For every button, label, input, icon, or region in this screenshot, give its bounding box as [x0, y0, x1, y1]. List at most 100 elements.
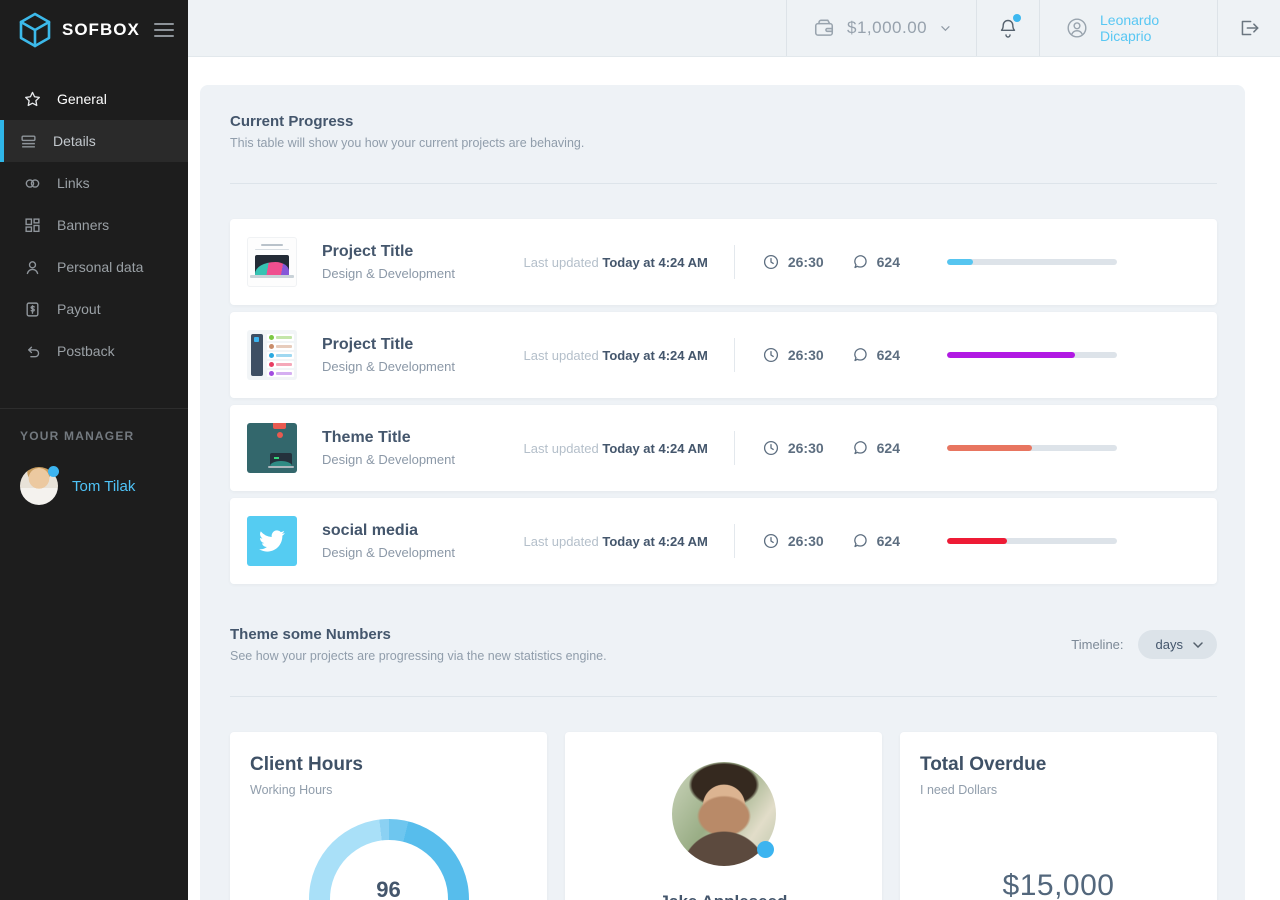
project-thumbnail — [247, 516, 297, 566]
clock-icon — [763, 440, 778, 456]
return-arrow-icon — [24, 342, 42, 360]
sidebar-item-postback[interactable]: Postback — [0, 330, 188, 372]
project-row[interactable]: Project Title Design & Development Last … — [230, 219, 1217, 305]
sidebar-item-label: Links — [57, 175, 90, 191]
donut-value: 96 — [376, 877, 401, 900]
topbar: $1,000.00 Leonardo Dicaprio — [188, 0, 1280, 57]
comments-meta: 624 — [852, 533, 900, 549]
card-title: Client Hours — [250, 754, 363, 775]
sidebar-item-general[interactable]: General — [0, 78, 188, 120]
client-hours-card: Client Hours Working Hours 96 Working Ho… — [230, 732, 547, 900]
progress-bar — [947, 445, 1117, 451]
comments-meta: 624 — [852, 254, 900, 270]
project-subtitle: Design & Development — [322, 452, 455, 467]
progress-bar-fill — [947, 445, 1032, 451]
clock-icon — [763, 533, 778, 549]
project-row[interactable]: Project Title Design & Development Last … — [230, 312, 1217, 398]
progress-bar — [947, 538, 1117, 544]
details-list-icon — [20, 132, 38, 150]
section-title: Current Progress — [230, 113, 354, 130]
sidebar-item-label: General — [57, 91, 107, 107]
comment-icon — [853, 255, 867, 269]
comments-meta: 624 — [852, 440, 900, 456]
sidebar-item-payout[interactable]: Payout — [0, 288, 188, 330]
section-subtitle: See how your projects are progressing vi… — [230, 649, 607, 663]
brand-name: SOFBOX — [62, 20, 140, 39]
timeline-control: Timeline: days — [1071, 630, 1217, 659]
profile-photo — [671, 762, 776, 866]
numbers-section-header: Theme some Numbers See how your projects… — [230, 626, 1217, 663]
progress-bar — [947, 259, 1117, 265]
menu-toggle-icon[interactable] — [154, 19, 174, 41]
page-content: Current Progress This table will show yo… — [188, 57, 1280, 900]
profile-name: Jake Appleseed — [660, 892, 788, 900]
project-subtitle: Design & Development — [322, 545, 455, 560]
chevron-down-icon — [1193, 641, 1203, 648]
sidebar-item-label: Banners — [57, 217, 110, 233]
time-meta: 26:30 — [763, 533, 824, 549]
sidebar-nav: General Details Links Banners — [0, 78, 188, 372]
grid-icon — [24, 216, 42, 234]
comment-icon — [853, 348, 867, 362]
project-row[interactable]: social media Design & Development Last u… — [230, 498, 1217, 584]
manager-row: Tom Tilak — [20, 466, 168, 505]
divider — [230, 183, 1217, 184]
balance-dropdown[interactable]: $1,000.00 — [786, 0, 976, 56]
twitter-bird-icon — [259, 530, 285, 552]
time-meta: 26:30 — [763, 347, 824, 363]
sidebar: SOFBOX General Details Links — [0, 0, 188, 900]
logout-icon — [1241, 20, 1259, 36]
project-subtitle: Design & Development — [322, 359, 455, 374]
user-menu[interactable]: Leonardo Dicaprio — [1039, 0, 1217, 56]
last-updated: Last updated Today at 4:24 AM — [523, 347, 708, 363]
sofbox-logo-icon — [19, 12, 51, 48]
time-meta: 26:30 — [763, 440, 824, 456]
manager-name-link[interactable]: Tom Tilak — [72, 477, 136, 495]
person-icon — [24, 258, 42, 276]
project-subtitle: Design & Development — [322, 266, 455, 281]
section-subtitle: This table will show you how your curren… — [230, 136, 585, 150]
row-divider — [733, 431, 735, 465]
project-row[interactable]: Theme Title Design & Development Last up… — [230, 405, 1217, 491]
project-title: social media — [322, 522, 419, 539]
progress-bar-fill — [947, 259, 973, 265]
wallet-icon — [813, 17, 835, 39]
bell-icon — [998, 14, 1021, 39]
sidebar-item-banners[interactable]: Banners — [0, 204, 188, 246]
project-title: Project Title — [322, 243, 414, 260]
sidebar-item-label: Payout — [57, 301, 101, 317]
manager-section-title: YOUR MANAGER — [20, 429, 135, 443]
sidebar-item-details[interactable]: Details — [0, 120, 188, 162]
sidebar-header: SOFBOX — [0, 0, 188, 60]
card-subtitle: I need Dollars — [920, 783, 998, 797]
progress-bar — [947, 352, 1117, 358]
overdue-amount: $15,000 — [1002, 869, 1115, 900]
project-thumbnail — [247, 330, 297, 380]
sidebar-item-label: Details — [53, 133, 96, 149]
banknote-icon — [24, 300, 42, 318]
row-divider — [733, 245, 735, 279]
sidebar-item-personal-data[interactable]: Personal data — [0, 246, 188, 288]
timeline-label: Timeline: — [1071, 637, 1124, 652]
sidebar-item-label: Postback — [57, 343, 115, 359]
notifications-button[interactable] — [976, 0, 1039, 56]
project-title: Theme Title — [322, 429, 411, 446]
row-divider — [733, 524, 735, 558]
timeline-selected-value: days — [1155, 637, 1183, 652]
clock-icon — [763, 254, 778, 270]
comments-meta: 624 — [852, 347, 900, 363]
timeline-dropdown[interactable]: days — [1137, 630, 1217, 659]
row-divider — [733, 338, 735, 372]
section-title: Theme some Numbers — [230, 626, 391, 643]
logout-button[interactable] — [1217, 0, 1280, 56]
card-subtitle: Working Hours — [250, 783, 333, 797]
last-updated: Last updated Today at 4:24 AM — [523, 440, 708, 456]
progress-bar-fill — [947, 538, 1007, 544]
chevron-down-icon — [941, 25, 950, 31]
notification-dot — [1013, 14, 1021, 22]
clock-icon — [763, 347, 778, 363]
sidebar-item-links[interactable]: Links — [0, 162, 188, 204]
donut-center: 96 Working Hours — [329, 840, 448, 900]
progress-section-header: Current Progress This table will show yo… — [230, 113, 1217, 150]
